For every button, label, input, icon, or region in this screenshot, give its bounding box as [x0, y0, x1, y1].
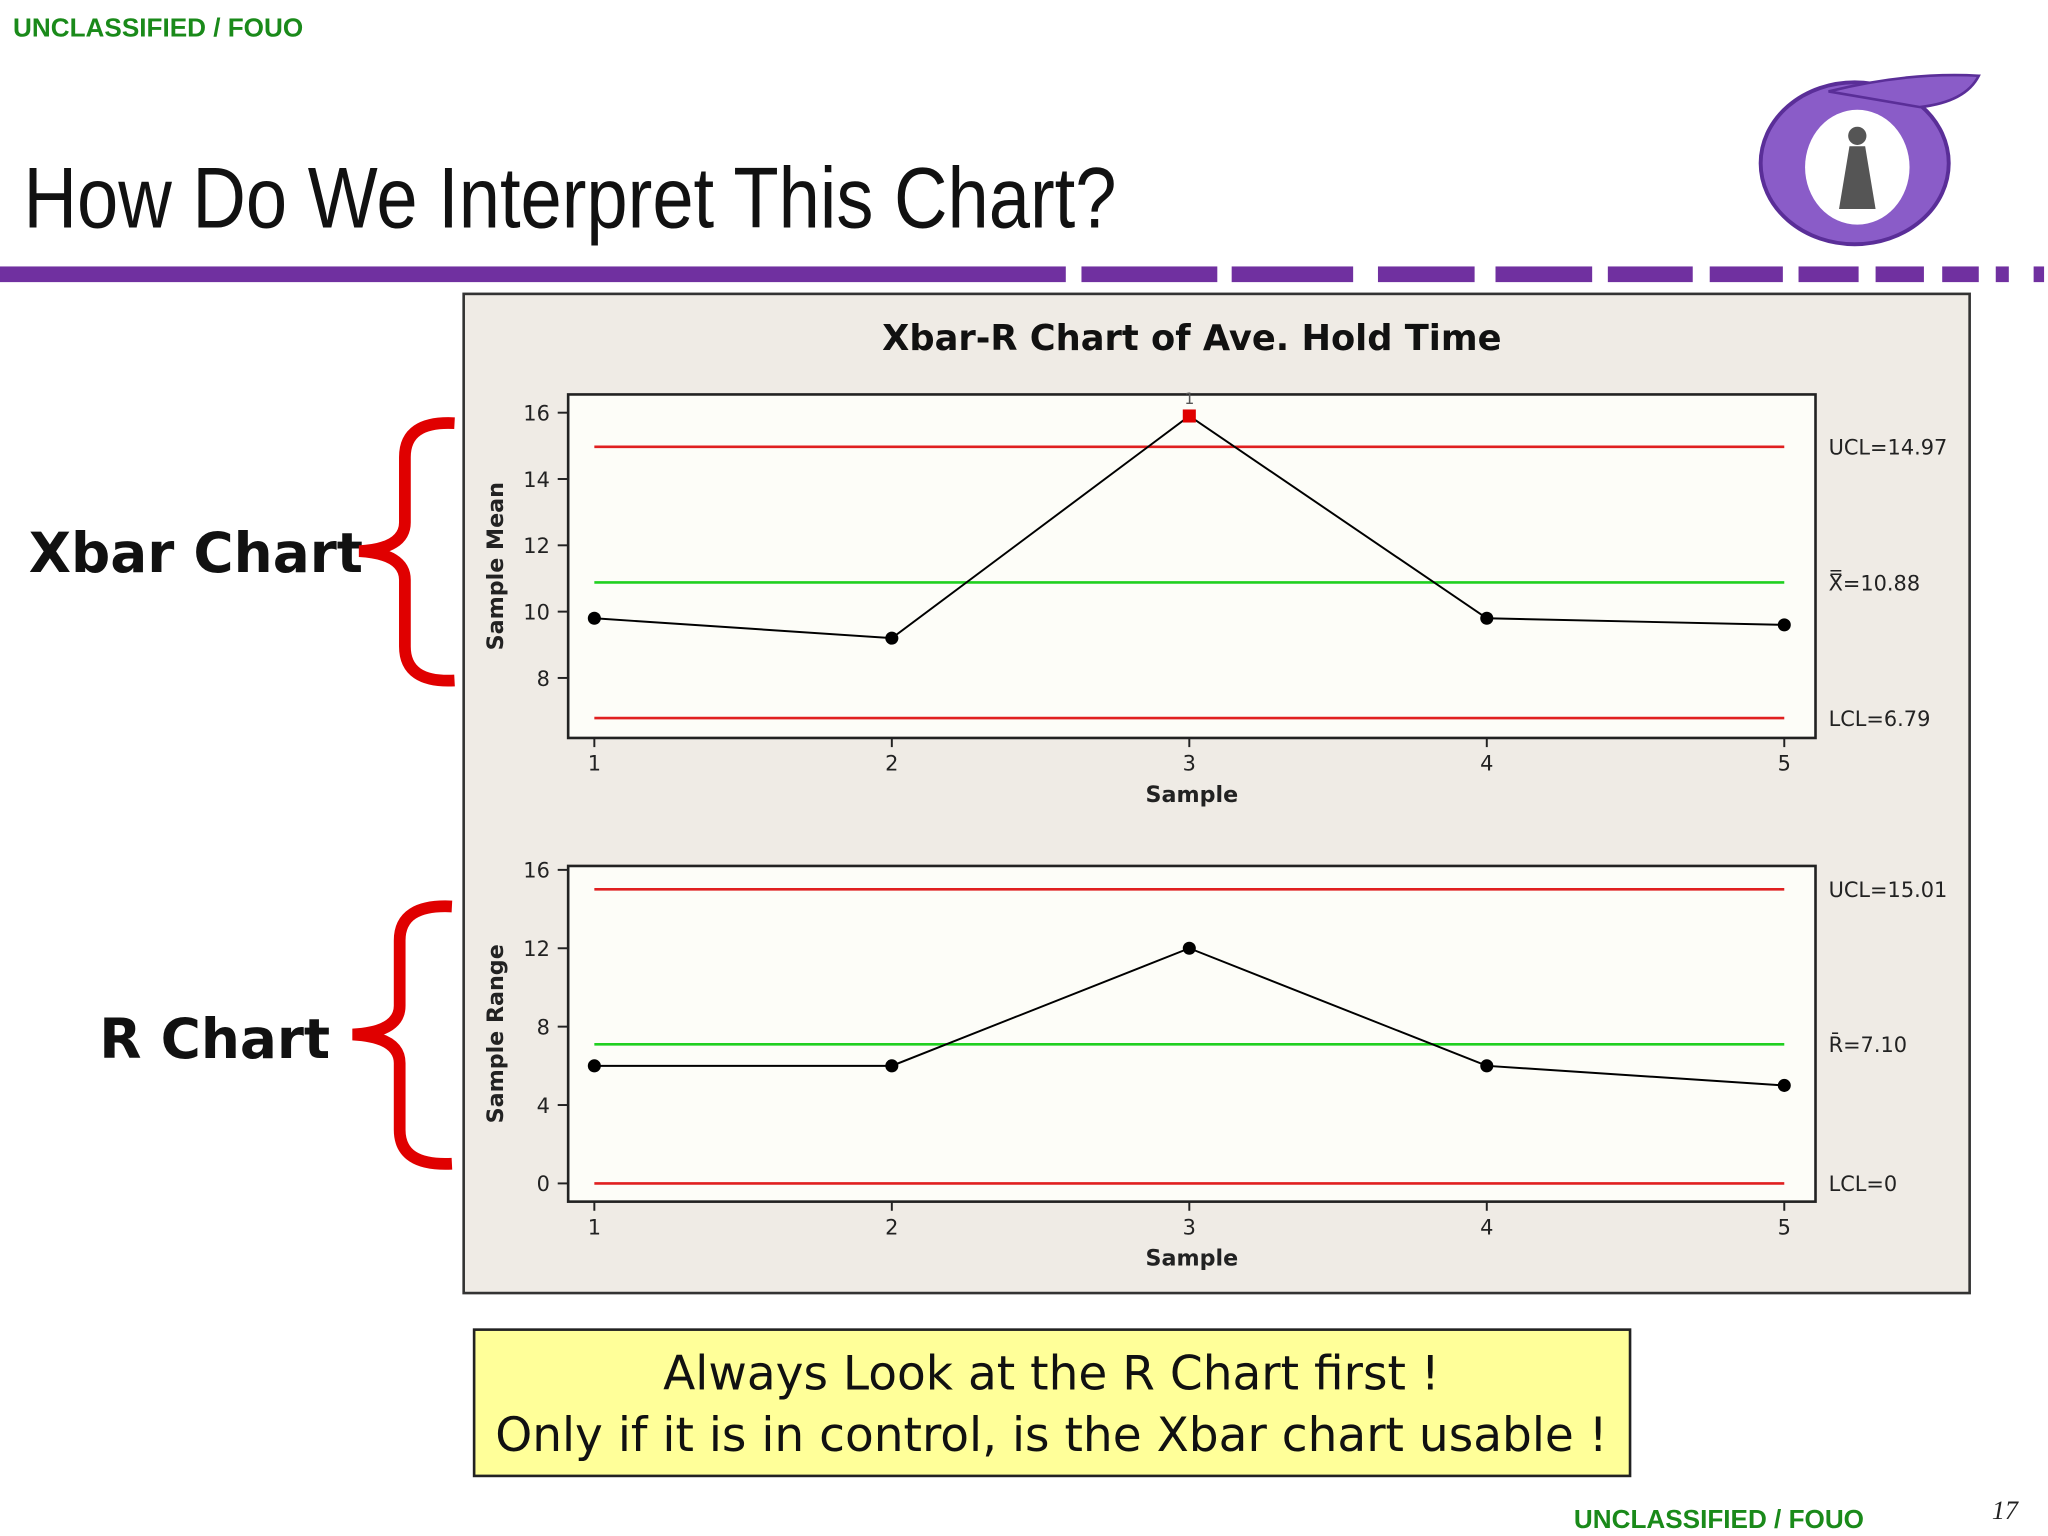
y-tick-label: 14: [523, 468, 550, 492]
data-point: [1480, 1059, 1494, 1073]
divider: [0, 266, 2045, 283]
note-line: Always Look at the R Chart first !: [663, 1347, 1440, 1402]
y-axis-label: Sample Range: [483, 944, 509, 1123]
data-point: [587, 611, 601, 625]
control-line-label: UCL=14.97: [1829, 436, 1948, 460]
data-point: [587, 1059, 601, 1073]
data-point: [1777, 618, 1791, 632]
x-axis-label: Sample: [1146, 782, 1239, 808]
logo: [1758, 73, 1981, 247]
plot-area: [566, 393, 1817, 740]
x-tick-label: 5: [1778, 1215, 1791, 1239]
x-tick-label: 1: [588, 752, 601, 776]
control-line-label: R̄=7.10: [1829, 1032, 1907, 1057]
control-line-label: LCL=0: [1829, 1172, 1898, 1196]
control-line-label: X̿=10.88: [1829, 569, 1921, 595]
point-label: 1: [1184, 389, 1194, 408]
control-line-label: LCL=6.79: [1829, 707, 1931, 731]
classification: UNCLASSIFIED / FOUO: [1574, 1504, 1864, 1534]
x-tick-label: 2: [885, 752, 898, 776]
classification: UNCLASSIFIED / FOUO: [13, 13, 303, 43]
control-line-label: UCL=15.01: [1829, 878, 1948, 902]
x-tick-label: 1: [588, 1215, 601, 1239]
alarm-point: [1182, 409, 1196, 423]
data-point: [1182, 941, 1196, 955]
plot-area: [566, 864, 1817, 1203]
x-axis-label: Sample: [1146, 1246, 1239, 1272]
y-tick-label: 12: [523, 937, 550, 961]
slide-title: How Do We Interpret This Chart?: [24, 150, 1117, 247]
brace: [352, 900, 453, 1170]
page-number: 17: [1992, 1496, 2019, 1525]
y-tick-label: 16: [523, 859, 550, 883]
x-tick-label: 5: [1778, 752, 1791, 776]
x-tick-label: 4: [1480, 1215, 1493, 1239]
y-axis-label: Sample Mean: [483, 482, 509, 650]
y-tick-label: 0: [537, 1172, 550, 1196]
r-callout: R Chart: [99, 1007, 330, 1071]
brace: [358, 417, 455, 687]
x-tick-label: 3: [1183, 1215, 1196, 1239]
xbar-callout: Xbar Chart: [29, 521, 363, 585]
y-tick-label: 8: [537, 1015, 550, 1039]
chart-title: Xbar-R Chart of Ave. Hold Time: [882, 318, 1501, 359]
note-line: Only if it is in control, is the Xbar ch…: [495, 1408, 1607, 1463]
charts: Xbar-R Chart of Ave. Hold Time8101214161…: [483, 318, 1947, 1272]
y-tick-label: 4: [537, 1094, 550, 1118]
y-tick-label: 8: [537, 667, 550, 691]
y-tick-label: 16: [523, 402, 550, 426]
data-point: [1480, 611, 1494, 625]
data-point: [885, 1059, 899, 1073]
note-box: [472, 1328, 1632, 1478]
x-tick-label: 2: [885, 1215, 898, 1239]
y-tick-label: 10: [523, 600, 550, 624]
data-point: [1777, 1078, 1791, 1092]
y-tick-label: 12: [523, 534, 550, 558]
x-tick-label: 3: [1183, 752, 1196, 776]
x-tick-label: 4: [1480, 752, 1493, 776]
data-point: [885, 631, 899, 645]
